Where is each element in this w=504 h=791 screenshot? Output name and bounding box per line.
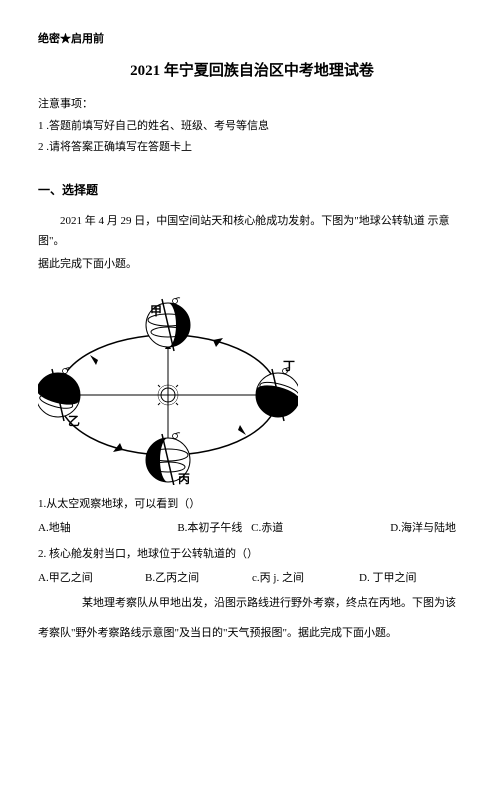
intro-line-1: 2021 年 4 月 29 日，中国空间站天和核心舱成功发射。下图为"地球公转轨… bbox=[38, 212, 466, 252]
question-1: 1.从太空观察地球，可以看到（） bbox=[38, 495, 466, 515]
q2-option-a: A.甲乙之间 bbox=[38, 569, 145, 589]
q1-option-b: B.本初子午线 C.赤道 bbox=[177, 519, 316, 539]
notice-item-1: 1 .答题前填写好自己的姓名、班级、考号等信息 bbox=[38, 117, 466, 137]
q2-option-d: D. 丁甲之间 bbox=[359, 569, 466, 589]
section-title: 一、选择题 bbox=[38, 180, 466, 202]
exam-title: 2021 年宁夏回族自治区中考地理试卷 bbox=[38, 58, 466, 85]
notice-label: 注意事项： bbox=[38, 95, 466, 115]
intro-line-2: 据此完成下面小题。 bbox=[38, 255, 466, 275]
q2-options: A.甲乙之间 B.乙丙之间 c.丙 j. 之间 D. 丁甲之间 bbox=[38, 569, 466, 589]
label-top: 甲 bbox=[150, 304, 162, 318]
notice-item-2: 2 .请将答案正确填写在答题卡上 bbox=[38, 138, 466, 158]
orbit-diagram: 甲 乙 丙 bbox=[38, 285, 298, 485]
followup-line-2: 考察队"野外考察路线示意图"及当日的"天气预报图"。据此完成下面小题。 bbox=[38, 624, 466, 644]
q1-option-a: A.地轴 bbox=[38, 519, 177, 539]
q2-option-b: B.乙丙之间 bbox=[145, 569, 252, 589]
earth-right bbox=[251, 368, 298, 422]
label-bottom: 丙 bbox=[178, 472, 190, 485]
followup-line-1: 某地理考察队从甲地出发，沿图示路线进行野外考察，终点在丙地。下图为该 bbox=[38, 594, 466, 614]
label-left: 乙 bbox=[68, 414, 80, 428]
header-mark: 绝密★启用前 bbox=[38, 30, 466, 50]
q1-options: A.地轴 B.本初子午线 C.赤道 D.海洋与陆地 bbox=[38, 519, 466, 539]
q2-option-c: c.丙 j. 之间 bbox=[252, 569, 359, 589]
label-right: 丁 bbox=[283, 359, 295, 373]
q1-option-d: D.海洋与陆地 bbox=[317, 519, 466, 539]
earth-left bbox=[38, 368, 85, 421]
question-2: 2. 核心舱发射当口，地球位于公转轨道的（） bbox=[38, 545, 466, 565]
